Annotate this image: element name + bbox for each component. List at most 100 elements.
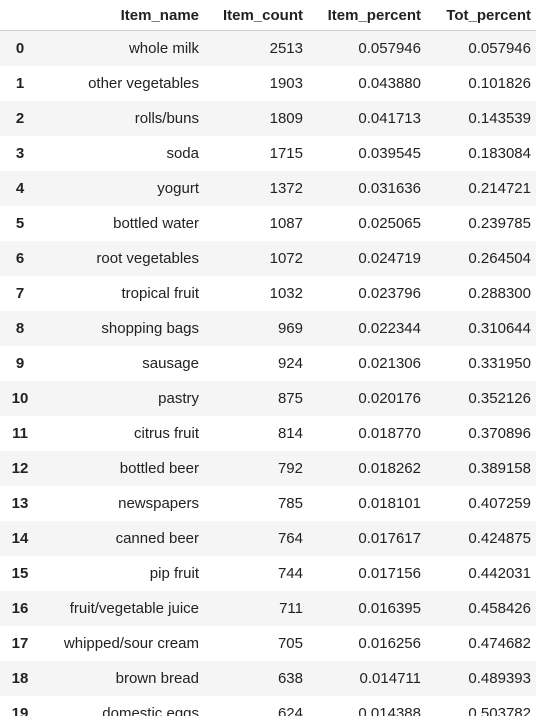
row-index: 6 <box>15 249 25 267</box>
table-row: 5 bottled water 1087 0.025065 0.239785 <box>0 205 536 241</box>
table-row: 16 fruit/vegetable juice 711 0.016395 0.4584… <box>0 590 536 626</box>
cell-item-count: 1372 <box>269 179 303 197</box>
cell-tot-percent: 0.214721 <box>468 179 531 197</box>
cell-tot-percent: 0.310644 <box>468 319 531 337</box>
cell-item-percent: 0.020176 <box>358 389 421 407</box>
cell-item-count: 792 <box>277 459 303 477</box>
cell-item-percent: 0.018262 <box>358 459 421 477</box>
cell-item-percent: 0.017156 <box>358 564 421 582</box>
cell-item-name: canned beer <box>115 529 199 547</box>
cell-tot-percent: 0.389158 <box>468 459 531 477</box>
cell-item-name: rolls/buns <box>134 109 199 127</box>
row-index: 0 <box>15 39 25 57</box>
row-index: 8 <box>15 319 25 337</box>
table-body: 0 whole milk 2513 0.057946 0.057946 1 other ve… <box>0 30 536 716</box>
table-row: 18 brown bread 638 0.014711 0.489393 <box>0 660 536 696</box>
table-row: 2 rolls/buns 1809 0.041713 0.143539 <box>0 100 536 136</box>
cell-item-percent: 0.022344 <box>358 319 421 337</box>
cell-item-count: 705 <box>277 634 303 652</box>
row-index: 4 <box>15 179 25 197</box>
table-row: 4 yogurt 1372 0.031636 0.214721 <box>0 170 536 206</box>
cell-item-percent: 0.025065 <box>358 214 421 232</box>
cell-item-count: 764 <box>277 529 303 547</box>
cell-item-count: 785 <box>277 494 303 512</box>
header-row: Item_name Item_count Item_percent Tot_pe… <box>0 0 536 31</box>
cell-item-name: fruit/vegetable juice <box>69 599 199 617</box>
cell-item-count: 638 <box>277 669 303 687</box>
cell-tot-percent: 0.101826 <box>468 74 531 92</box>
row-index: 1 <box>15 74 25 92</box>
row-index: 11 <box>12 424 28 442</box>
cell-tot-percent: 0.442031 <box>468 564 531 582</box>
cell-item-percent: 0.016395 <box>358 599 421 617</box>
cell-item-percent: 0.041713 <box>358 109 421 127</box>
cell-item-percent: 0.018101 <box>358 494 421 512</box>
row-index: 19 <box>11 704 29 716</box>
cell-item-count: 875 <box>277 389 303 407</box>
header-index <box>0 0 40 31</box>
cell-item-percent: 0.057946 <box>358 39 421 57</box>
cell-item-count: 2513 <box>269 39 303 57</box>
row-index: 10 <box>11 389 29 407</box>
cell-item-count: 1072 <box>269 249 303 267</box>
cell-item-name: whole milk <box>128 39 199 57</box>
header-tot-percent: Tot_percent <box>426 0 536 31</box>
cell-tot-percent: 0.352126 <box>468 389 531 407</box>
cell-item-count: 1087 <box>269 214 303 232</box>
cell-item-name: pip fruit <box>149 564 199 582</box>
cell-item-percent: 0.014388 <box>358 704 421 716</box>
row-index: 14 <box>11 529 29 547</box>
cell-item-count: 924 <box>277 354 303 372</box>
table-row: 17 whipped/sour cream 705 0.016256 0.474682 <box>0 625 536 661</box>
row-index: 5 <box>15 214 25 232</box>
cell-item-name: whipped/sour cream <box>63 634 199 652</box>
table-row: 9 sausage 924 0.021306 0.331950 <box>0 345 536 381</box>
cell-tot-percent: 0.424875 <box>468 529 531 547</box>
cell-tot-percent: 0.183084 <box>468 144 531 162</box>
cell-item-name: newspapers <box>118 494 199 512</box>
cell-item-name: sausage <box>142 354 199 372</box>
row-index: 12 <box>11 459 29 477</box>
cell-tot-percent: 0.239785 <box>468 214 531 232</box>
row-index: 17 <box>11 634 29 652</box>
cell-item-percent: 0.017617 <box>358 529 421 547</box>
cell-tot-percent: 0.264504 <box>468 249 531 267</box>
cell-item-name: domestic eggs <box>102 704 199 716</box>
cell-item-name: other vegetables <box>88 74 199 92</box>
cell-tot-percent: 0.057946 <box>468 39 531 57</box>
cell-item-name: bottled water <box>113 214 199 232</box>
cell-item-count: 969 <box>277 319 303 337</box>
table-row: 0 whole milk 2513 0.057946 0.057946 <box>0 30 536 66</box>
cell-item-percent: 0.024719 <box>358 249 421 267</box>
row-index: 13 <box>11 494 29 512</box>
cell-item-percent: 0.043880 <box>358 74 421 92</box>
cell-item-percent: 0.023796 <box>358 284 421 302</box>
table-row: 14 canned beer 764 0.017617 0.424875 <box>0 520 536 556</box>
cell-tot-percent: 0.370896 <box>468 424 531 442</box>
cell-tot-percent: 0.288300 <box>468 284 531 302</box>
row-index: 3 <box>15 144 25 162</box>
cell-tot-percent: 0.503782 <box>468 704 531 716</box>
row-index: 18 <box>11 669 29 687</box>
cell-item-name: shopping bags <box>101 319 199 337</box>
cell-item-percent: 0.014711 <box>359 669 421 687</box>
cell-item-count: 814 <box>277 424 303 442</box>
table-row: 15 pip fruit 744 0.017156 0.442031 <box>0 555 536 591</box>
table-row: 6 root vegetables 1072 0.024719 0.264504 <box>0 240 536 276</box>
cell-item-percent: 0.039545 <box>358 144 421 162</box>
cell-item-percent: 0.018770 <box>358 424 421 442</box>
table-row: 7 tropical fruit 1032 0.023796 0.288300 <box>0 275 536 311</box>
header-item-name: Item_name <box>40 0 204 31</box>
table-row: 11 citrus fruit 814 0.018770 0.370896 <box>0 415 536 451</box>
table-row: 3 soda 1715 0.039545 0.183084 <box>0 135 536 171</box>
row-index: 2 <box>15 109 25 127</box>
table-row: 8 shopping bags 969 0.022344 0.310644 <box>0 310 536 346</box>
row-index: 15 <box>11 564 29 582</box>
cell-tot-percent: 0.474682 <box>468 634 531 652</box>
table-row: 1 other vegetables 1903 0.043880 0.101826 <box>0 65 536 101</box>
cell-item-count: 1903 <box>269 74 303 92</box>
cell-item-count: 711 <box>279 599 303 617</box>
cell-item-name: bottled beer <box>119 459 199 477</box>
cell-item-name: soda <box>166 144 199 162</box>
